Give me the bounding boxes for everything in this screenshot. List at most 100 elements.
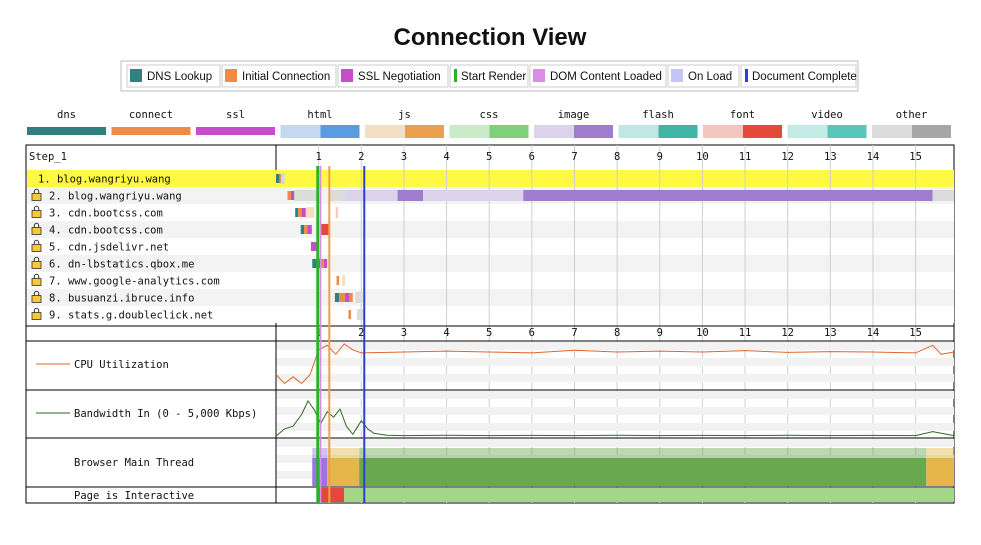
legend-item [449, 64, 529, 88]
lock-shackle [33, 273, 40, 279]
request-bar-other [932, 190, 954, 201]
legend-swatch [745, 69, 748, 82]
interactive-label: Page is Interactive [74, 490, 194, 502]
panel-stripe [277, 374, 954, 382]
host-label: 3. cdn.bootcss.com [49, 208, 163, 220]
request-bar-css [294, 190, 300, 201]
lock-icon [31, 295, 42, 303]
request-bar-ssl [307, 225, 312, 234]
axis-tick-label-top: 2 [358, 151, 364, 163]
content-type-swatch-light [449, 125, 490, 138]
content-type-label: video [811, 109, 843, 121]
legend-swatch [225, 69, 237, 82]
legend: DNS Lookup Initial Connection SSL Negotiat… [120, 60, 859, 92]
content-type-swatch-light [787, 125, 828, 138]
document-complete-marker [363, 166, 366, 503]
request-bar-other [355, 292, 363, 303]
timing-markers [316, 166, 366, 503]
content-type-swatch-light [703, 125, 743, 138]
axis-tick-label-mid: 3 [401, 327, 407, 339]
request-bar-image [423, 190, 524, 201]
request-bar-other [299, 190, 319, 201]
main-thread-label: Browser Main Thread [74, 457, 194, 469]
content-type-swatch-light [534, 125, 574, 138]
content-type-swatch-dark [405, 125, 444, 138]
main-thread-activity [312, 458, 328, 486]
axis-tick-label-top: 15 [909, 151, 922, 163]
axis-tick-label-mid: 11 [739, 327, 752, 339]
axis-tick-label-top: 13 [824, 151, 837, 163]
content-type-label: html [307, 109, 332, 121]
host-label: 1. blog.wangriyu.wang [38, 174, 171, 186]
legend-swatch [533, 69, 545, 82]
request-bar-connect [279, 174, 282, 183]
legend-label: Document Complete [752, 71, 857, 83]
legend-swatch [671, 69, 683, 82]
request-bar-ssl [323, 259, 328, 268]
request-bar-other [329, 190, 346, 201]
content-type-label: js [398, 109, 411, 121]
content-type-swatch-dark [827, 125, 867, 138]
request-bar-ssl [290, 191, 295, 200]
content-type-swatch-dark [574, 125, 613, 138]
legend-label: Initial Connection [242, 71, 330, 83]
request-bar-font [321, 224, 330, 235]
axis-tick-label-mid: 2 [358, 327, 364, 339]
axis-tick-label-mid: 13 [824, 327, 837, 339]
axis-tick-label-mid: 14 [867, 327, 880, 339]
request-bar-dns [300, 225, 305, 234]
lock-icon [31, 193, 42, 201]
content-type-label: css [480, 109, 499, 121]
axis-tick-label-mid: 7 [571, 327, 577, 339]
chart-frame [25, 144, 955, 504]
legend-label: SSL Negotiation [358, 71, 441, 83]
on-load-marker [328, 166, 331, 503]
lock-shackle [33, 256, 40, 262]
host-label: 8. busuanzi.ibruce.info [49, 293, 194, 305]
request-bar-connect [348, 310, 352, 319]
legend-item [529, 64, 667, 88]
axis-tick-label-mid: 12 [781, 327, 794, 339]
lock-shackle [33, 290, 40, 296]
lock-shackle [33, 239, 40, 245]
request-bar-image [523, 190, 933, 201]
legend-label: DNS Lookup [147, 71, 212, 83]
axis-tick-label-mid: 6 [529, 327, 535, 339]
request-bar-connect [320, 259, 324, 268]
host-label: 9. stats.g.doubleclick.net [49, 310, 213, 322]
content-type-legend: dns connect ssl html js css image flash font vide… [27, 109, 951, 138]
request-bar-connect [336, 276, 340, 285]
main-thread-activity-peak [359, 448, 927, 458]
axis-tick-label-top: 7 [571, 151, 577, 163]
request-bar-dns [334, 293, 340, 302]
bandwidth-series-line [275, 400, 955, 437]
row-stripe [27, 221, 954, 238]
dom-content-loaded-marker [319, 166, 322, 503]
axis-tick-label-mid: 4 [443, 327, 449, 339]
axis-tick-label-top: 9 [657, 151, 663, 163]
bandwidth-label: Bandwidth In (0 - 5,000 Kbps) [74, 408, 257, 420]
lock-icon [31, 312, 42, 320]
lock-icon [31, 261, 42, 269]
panel-stripe [277, 391, 954, 399]
host-rows: 1. blog.wangriyu.wang 2. blog.wangriyu.wa… [31, 173, 954, 322]
panel-stripe [277, 407, 954, 415]
content-type-swatch-light [365, 125, 405, 138]
axis-tick-label-top: 10 [696, 151, 709, 163]
axis-tick-label-mid: 15 [909, 327, 922, 339]
row-stripe [27, 238, 954, 255]
main-thread-activity-peak [926, 448, 954, 458]
request-bar-connect [349, 293, 353, 302]
cpu-series-line [275, 343, 955, 385]
content-type-swatch-dark [912, 125, 951, 138]
main-thread-activity [359, 458, 927, 486]
lock-shackle [33, 205, 40, 211]
request-bar-image [345, 190, 398, 201]
panel-stripe [277, 423, 954, 431]
request-bar-ssl [310, 242, 317, 251]
request-bar-connect [298, 208, 302, 217]
request-bar-image [397, 190, 424, 201]
main-thread-activity [327, 458, 360, 486]
